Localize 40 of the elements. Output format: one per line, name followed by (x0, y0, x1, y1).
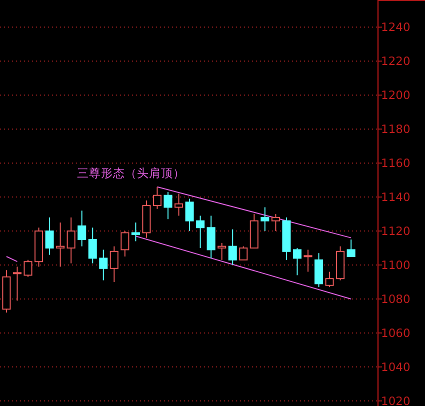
y-tick-label: 1180 (381, 122, 410, 136)
y-tick-label: 1080 (381, 292, 410, 306)
candlestick (292, 248, 302, 276)
candlestick (228, 228, 237, 266)
candlestick (88, 227, 97, 264)
candlestick (174, 193, 184, 216)
candlestick (66, 216, 76, 264)
candlestick (325, 271, 334, 288)
annotation: 三尊形态（头肩顶） (77, 166, 185, 180)
y-tick-label: 1160 (381, 156, 410, 170)
candlestick (12, 266, 22, 302)
y-tick-label: 1020 (381, 394, 410, 406)
candlestick (164, 191, 172, 220)
candlestick (78, 210, 86, 247)
y-tick-label: 1200 (381, 88, 410, 102)
candlestick (56, 222, 65, 268)
candlestick (110, 246, 118, 282)
candlestick (185, 198, 194, 232)
candlestick (260, 206, 270, 232)
candlestick (218, 242, 226, 260)
candlestick (271, 214, 280, 232)
candlestick (239, 246, 248, 260)
candlestick (152, 186, 162, 210)
y-tick-label: 1240 (381, 20, 410, 34)
candlestick (45, 216, 54, 256)
candlestick (196, 215, 205, 249)
y-tick-label: 1220 (381, 54, 410, 68)
y-tick-label: 1040 (381, 360, 410, 374)
candlestick (304, 249, 312, 272)
candlestick (314, 252, 324, 288)
candlestick (120, 230, 130, 258)
y-tick-label: 1100 (381, 258, 410, 272)
y-tick-label: 1060 (381, 326, 410, 340)
y-tick-label: 1140 (381, 190, 410, 204)
y-tick-label: 1120 (381, 224, 410, 238)
candlestick (346, 239, 356, 258)
candlestick (206, 215, 216, 259)
candlestick (131, 222, 140, 242)
candlestick (24, 259, 32, 278)
candlestick (99, 249, 108, 281)
